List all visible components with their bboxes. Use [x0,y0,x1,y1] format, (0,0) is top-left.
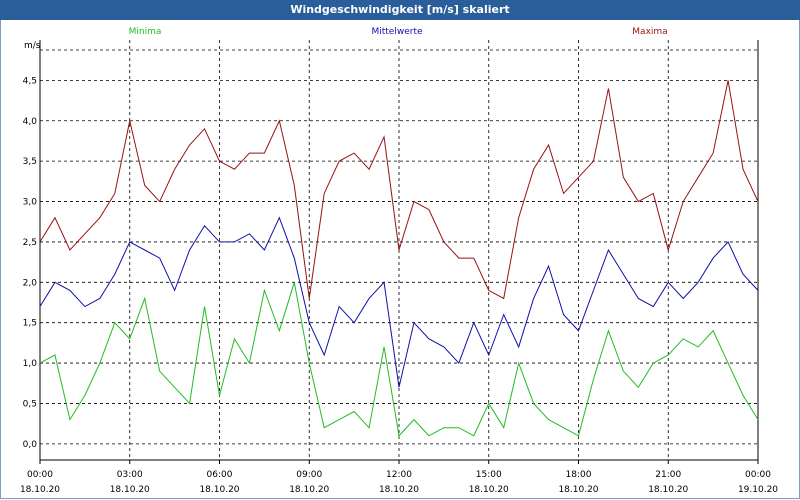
x-tick-time: 00:00 [745,470,771,480]
x-tick-time: 00:00 [27,470,53,480]
series-lines [39,80,759,437]
series-line-minima [39,282,759,437]
chart-title: Windgeschwindigkeit [m/s] skaliert [0,0,800,20]
x-tick-time: 18:00 [566,470,592,480]
x-tick-date: 18.10.20 [20,485,60,495]
y-tick-label: 3,0 [23,198,38,208]
x-tick-date: 18.10.20 [199,485,239,495]
x-tick-date: 19.10.20 [738,485,778,495]
x-tick-date: 18.10.20 [648,485,688,495]
series-line-maxima [39,80,759,300]
y-ticks: 0,0 0,5 1,0 1,5 2,0 2,5 3,0 3,5 4,0 4,5 [23,76,38,449]
y-tick-label: 1,0 [23,359,38,369]
y-tick-label: 0,5 [23,399,37,409]
x-ticks: 00:00 18.10.20 03:00 18.10.20 06:00 18.10.20 0… [20,460,778,495]
x-tick-date: 18.10.20 [558,485,598,495]
x-tick-time: 15:00 [476,470,502,480]
y-tick-label: 4,0 [23,117,38,127]
y-tick-label: 2,5 [23,238,37,248]
y-tick-label: 3,5 [23,157,37,167]
y-axis-label: m/s [24,41,41,51]
x-tick-date: 18.10.20 [110,485,150,495]
y-tick-label: 0,0 [23,440,38,450]
x-tick-date: 18.10.20 [289,485,329,495]
x-tick-date: 18.10.20 [469,485,509,495]
x-tick-date: 18.10.20 [379,485,419,495]
x-tick-time: 03:00 [117,470,143,480]
legend: Minima Mittelwerte Maxima [129,27,668,37]
legend-maxima: Maxima [632,27,667,37]
legend-minima: Minima [129,27,162,37]
x-tick-time: 21:00 [655,470,681,480]
y-tick-label: 1,5 [23,319,37,329]
legend-mittelwerte: Mittelwerte [371,27,422,37]
x-tick-time: 12:00 [386,470,412,480]
x-tick-time: 09:00 [296,470,322,480]
series-line-mittelwerte [39,216,759,388]
y-tick-label: 2,0 [23,278,38,288]
x-tick-time: 06:00 [207,470,233,480]
y-tick-label: 4,5 [23,76,37,86]
